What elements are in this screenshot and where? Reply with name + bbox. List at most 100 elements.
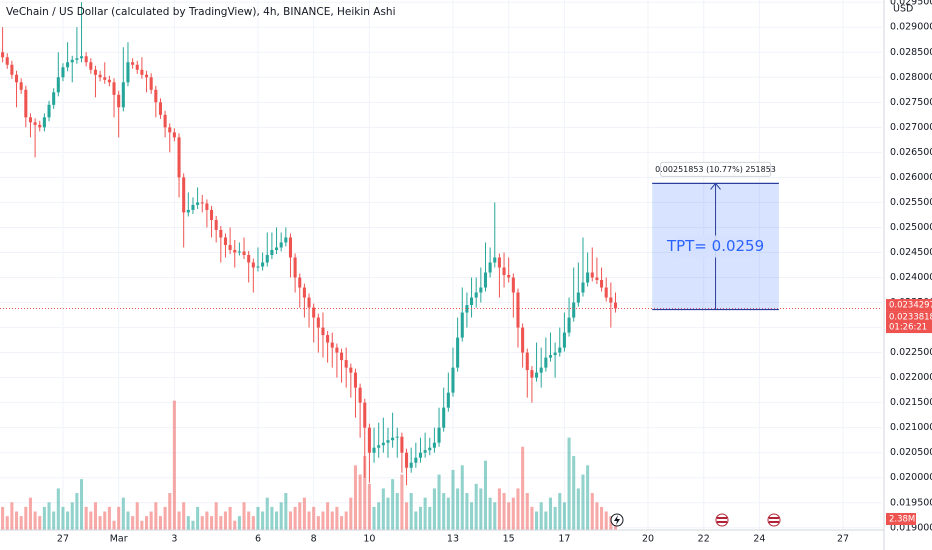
candle-body (56, 77, 60, 93)
candle-body (293, 257, 297, 278)
candle-body (372, 447, 376, 453)
candle-body (117, 94, 121, 108)
volume-bar (223, 511, 228, 530)
event-flag[interactable] (767, 513, 781, 527)
y-tick-label: 0.02950000 (890, 0, 932, 8)
volume-bar (140, 520, 144, 530)
candle-body (488, 262, 492, 273)
volume-bar (172, 400, 176, 530)
volume-bar (135, 502, 139, 530)
candle-body (344, 360, 348, 368)
volume-bar (330, 511, 334, 530)
candle-body (307, 297, 311, 308)
last-price-box (886, 311, 932, 334)
volume-bar (442, 493, 446, 530)
candle-body (483, 272, 488, 288)
candle-body (121, 82, 125, 108)
candle-body (535, 372, 539, 378)
volume-bar (344, 511, 348, 530)
candle-body (191, 204, 195, 210)
candle-body (5, 57, 9, 65)
volume-bar (89, 511, 93, 530)
volume-bar (604, 511, 608, 530)
volume-bar (428, 506, 432, 530)
volume-bar (75, 493, 79, 530)
candle-body (586, 272, 590, 283)
volume-bar (381, 488, 385, 530)
volume-bar (349, 497, 353, 530)
volume-bar (386, 497, 390, 530)
candle-body (42, 117, 46, 128)
volume-bar (247, 511, 251, 530)
volume-bar (576, 488, 580, 530)
candle-body (381, 442, 385, 446)
volume-bar (414, 511, 418, 530)
event-flag[interactable] (715, 513, 729, 527)
volume-bar (581, 474, 585, 530)
volume-bar (400, 474, 404, 530)
x-tick-label: 24 (753, 534, 765, 545)
candle-body (340, 352, 344, 361)
candle-body (330, 342, 334, 348)
volume-bar (391, 479, 395, 530)
volume-bar (511, 497, 515, 530)
candle-body (302, 287, 306, 298)
volume-bar (42, 506, 46, 530)
volume-bar (437, 474, 441, 530)
volume-bar (567, 437, 571, 530)
measure-tooltip: 0.00251853 (10.77%) 251853 (655, 165, 776, 174)
volume-bar (52, 511, 56, 530)
volume-bar (483, 460, 488, 530)
candle-body (363, 402, 367, 428)
chart-title: VeChain / US Dollar (calculated by Tradi… (6, 6, 396, 18)
y-tick-label: 0.02700000 (890, 122, 932, 133)
volume-bar (149, 511, 153, 530)
candle-body (581, 282, 585, 293)
candle-body (38, 124, 42, 128)
candle-body (511, 277, 515, 293)
candle-body (558, 347, 562, 353)
y-tick-label: 0.01900000 (890, 522, 932, 533)
candle-body (66, 62, 70, 68)
measure-text: TPT= 0.0259 (666, 237, 764, 255)
volume-bar (168, 493, 172, 530)
candle-body (590, 272, 594, 278)
candle-body (223, 237, 228, 245)
volume-bar (307, 511, 311, 530)
volume-bar (493, 502, 497, 530)
candle-body (172, 132, 176, 138)
volume-bar (335, 506, 339, 530)
candle-body (70, 59, 74, 63)
volume-pane (1, 400, 618, 530)
candle-body (326, 335, 330, 343)
volume-bar (47, 502, 51, 530)
candle-body (400, 436, 404, 453)
volume-bar (418, 506, 423, 530)
y-tick-label: 0.02450000 (890, 247, 932, 258)
volume-bar (488, 497, 492, 530)
candle-body (149, 77, 153, 90)
event-icon-bolt (614, 515, 620, 525)
volume-bar (363, 456, 367, 530)
x-tick-label: 13 (447, 534, 459, 545)
volume-bar (38, 516, 42, 530)
volume-bar (372, 506, 376, 530)
volume-bar (279, 502, 283, 530)
volume-bar (553, 506, 557, 530)
volume-bar (24, 506, 28, 530)
candle-body (47, 104, 51, 118)
candle-body (414, 457, 418, 463)
volume-bar (405, 502, 409, 530)
volume-bar (358, 474, 362, 530)
volume-bar (595, 502, 599, 530)
candle-body (391, 437, 395, 441)
x-tick-label: 6 (255, 534, 261, 545)
volume-bar (525, 493, 529, 530)
candle-body (288, 237, 293, 258)
y-tick-label: 0.02400000 (890, 272, 932, 283)
candle-body (595, 277, 599, 281)
volume-bar (548, 497, 553, 530)
x-tick-label: 22 (698, 534, 710, 545)
candle-body (493, 257, 497, 263)
